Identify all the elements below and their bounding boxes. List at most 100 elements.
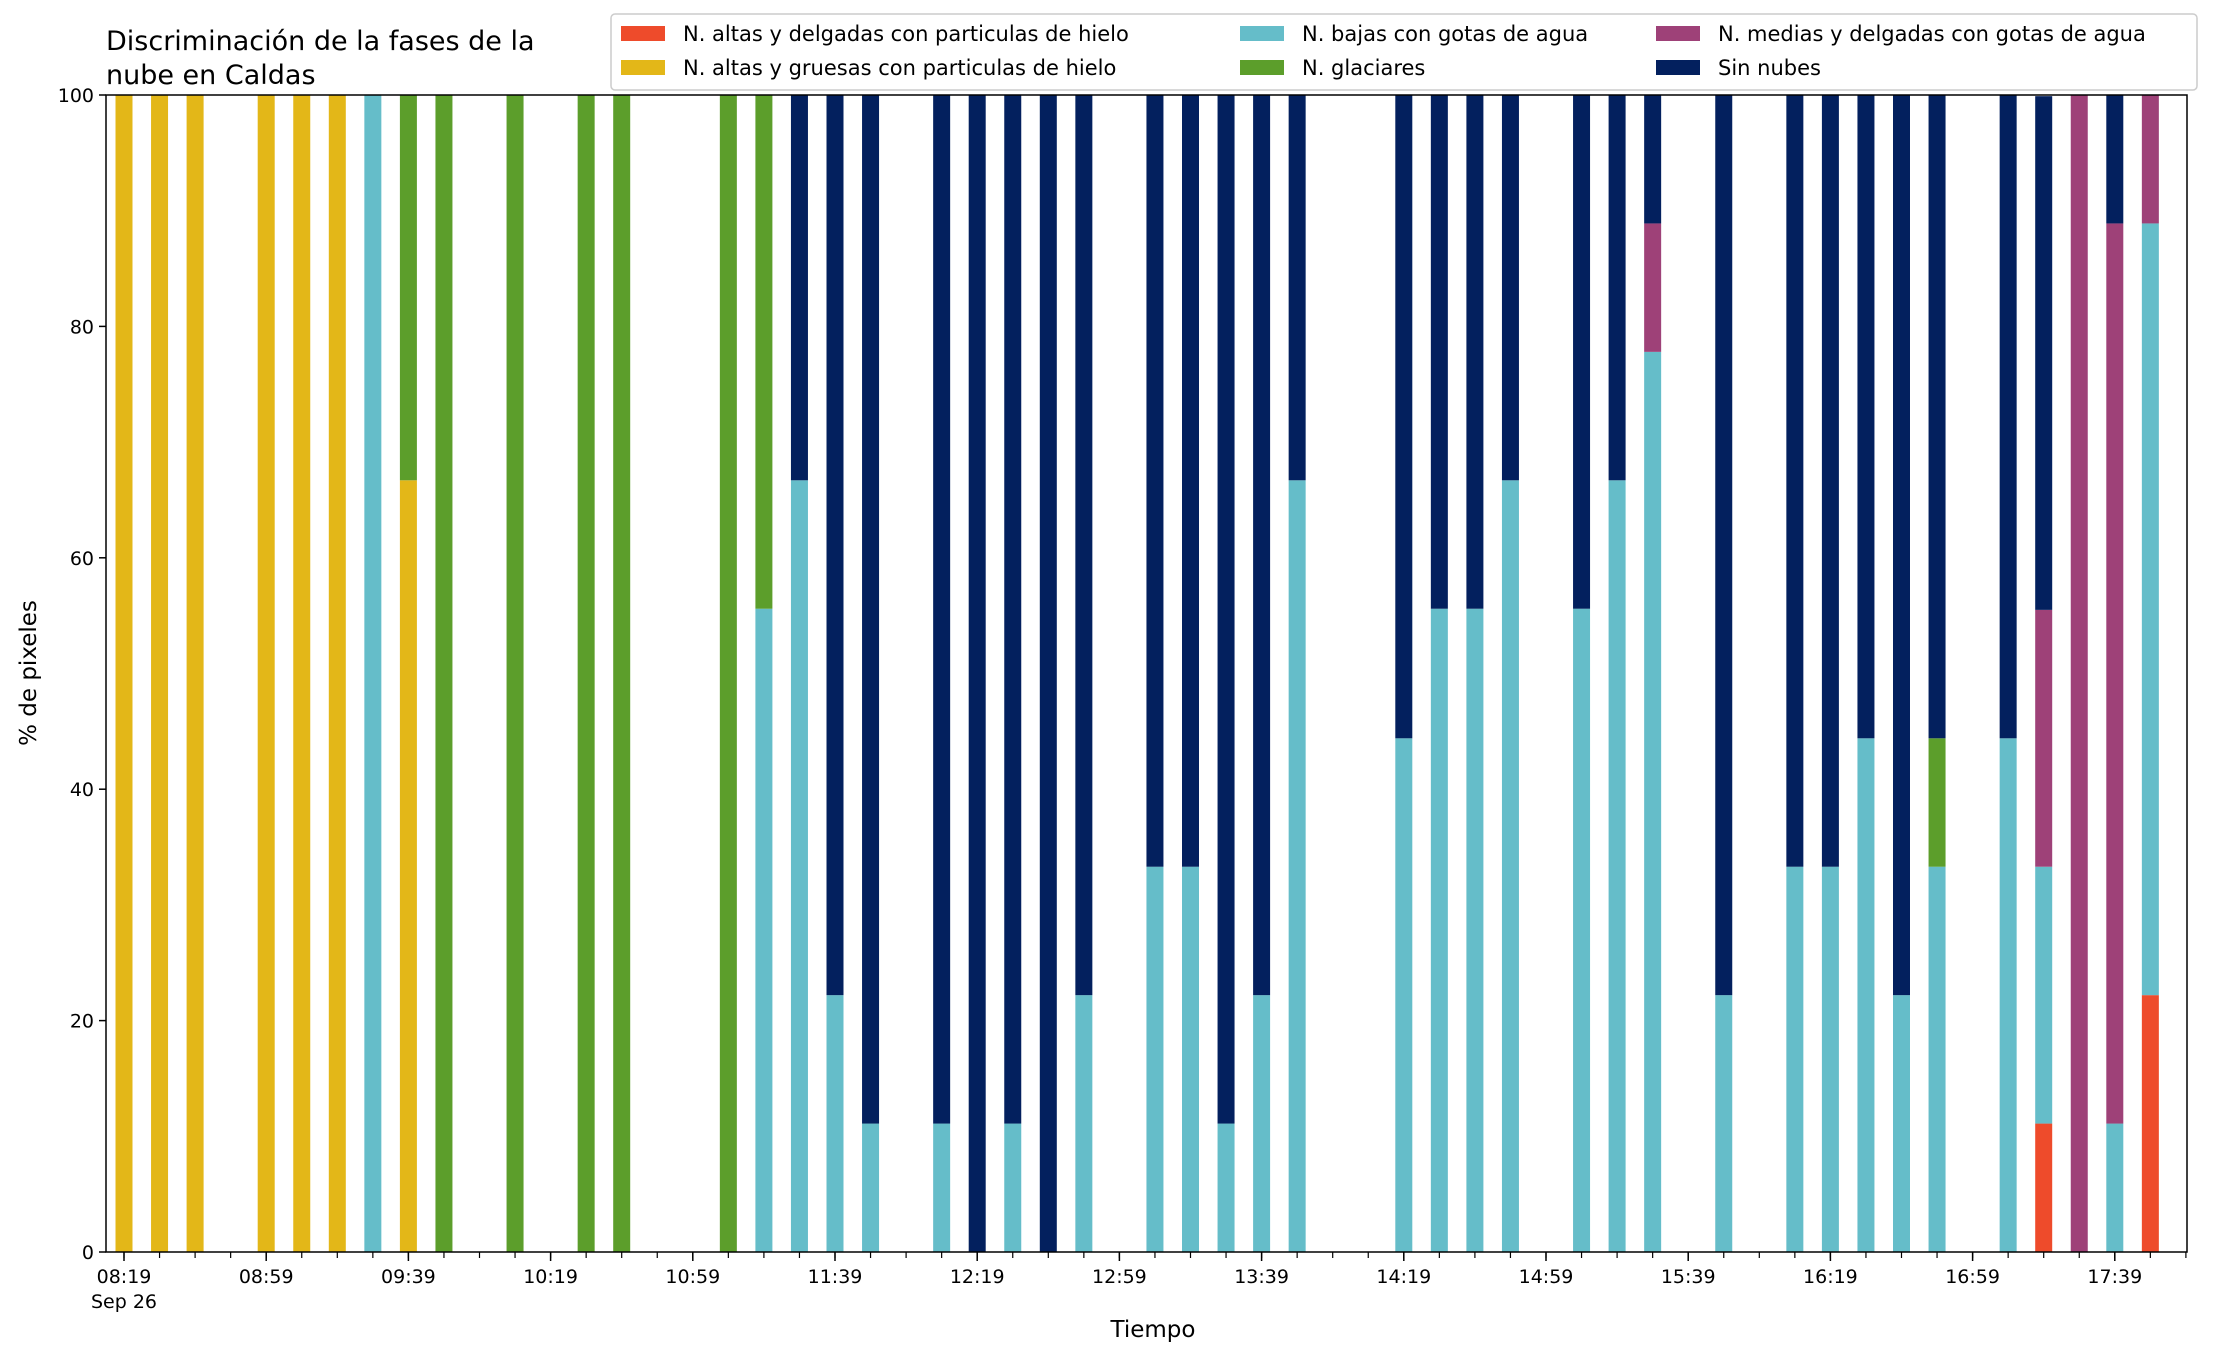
legend-label-3: N. glaciares	[1302, 56, 1425, 80]
bar-segment-1649-series-3	[1928, 738, 1946, 867]
bar-segment-1339-series-2	[1253, 995, 1271, 1252]
bar-segment-1319-series-2	[1182, 866, 1199, 1252]
bar-segment-1449-series-5	[1501, 95, 1519, 481]
bar-segment-0919-series-1	[328, 95, 346, 1252]
bar-segment-1309-series-2	[1146, 866, 1164, 1252]
legend-swatch-5	[1656, 60, 1700, 75]
legend-swatch-1	[621, 60, 665, 75]
bar-segment-1039-series-3	[613, 95, 631, 1252]
y-tick-label-100: 100	[58, 85, 94, 107]
bar-segment-1209-series-5	[933, 95, 951, 1124]
plot-frame	[105, 94, 2188, 1253]
bar-segment-1729-series-4	[2070, 95, 2088, 1252]
bar-segment-0939-series-1	[399, 480, 417, 1252]
x-tick-label-0819: 08:19	[97, 1266, 152, 1288]
bar-segment-1429-series-2	[1430, 608, 1448, 1252]
bar-segment-1119-series-2	[755, 608, 773, 1252]
bar-segment-1119-series-3	[755, 95, 773, 609]
y-axis: 0 20 40 60 80 100	[58, 85, 106, 1264]
bar-segment-1319-series-5	[1182, 95, 1199, 867]
bar-segment-0829-series-1	[151, 95, 169, 1252]
bar-segment-1229-series-5	[1004, 95, 1022, 1124]
bar-segment-1629-series-2	[1857, 738, 1875, 1252]
y-tick-label-80: 80	[70, 316, 94, 338]
bar-segment-0819-series-1	[115, 95, 133, 1252]
bar-segment-1709-series-5	[1999, 95, 2017, 739]
bar-segment-1149-series-2	[862, 1123, 880, 1252]
bar-segment-1609-series-2	[1786, 866, 1804, 1252]
x-tick-sublabel-date: Sep 26	[91, 1291, 157, 1313]
bar-segment-1449-series-2	[1501, 480, 1519, 1252]
bar-segment-1629-series-5	[1857, 95, 1875, 739]
bar-segment-1749-series-4	[2141, 95, 2159, 224]
bar-segment-1509-series-2	[1573, 608, 1591, 1252]
bar-segment-1129-series-5	[790, 95, 808, 481]
chart-title-line-1: Discriminación de la fases de la	[106, 26, 535, 57]
bar-segment-1639-series-2	[1893, 995, 1910, 1252]
bar-segment-1339-series-5	[1253, 95, 1271, 996]
bar-segment-1239-series-5	[1039, 95, 1057, 1252]
x-tick-label-1259: 12:59	[1092, 1266, 1147, 1288]
bar-segment-0949-series-3	[435, 95, 453, 1252]
bar-segment-1509-series-5	[1573, 95, 1591, 609]
bar-segment-1419-series-5	[1395, 95, 1413, 739]
bar-segment-1349-series-2	[1288, 480, 1306, 1252]
legend-label-0: N. altas y delgadas con particulas de hi…	[683, 22, 1129, 46]
bar-segment-1139-series-2	[826, 995, 844, 1252]
bar-segment-1749-series-0	[2141, 995, 2159, 1252]
bar-segment-1619-series-2	[1821, 866, 1839, 1252]
legend-swatch-0	[621, 26, 665, 41]
bar-segment-1009-series-3	[506, 95, 524, 1252]
x-tick-label-1739: 17:39	[2087, 1266, 2142, 1288]
bar-segment-1529-series-5	[1644, 95, 1662, 224]
bar-segment-1649-series-5	[1928, 95, 1946, 739]
y-axis-title: % de pixeles	[16, 600, 42, 746]
x-tick-label-1019: 10:19	[523, 1266, 578, 1288]
bar-segment-0929-series-2	[364, 95, 382, 1252]
x-axis: 08:19 Sep 26 08:59 09:39 10:19 10:59 11:39 12:1…	[91, 1252, 2187, 1313]
legend-label-5: Sin nubes	[1718, 56, 1821, 80]
x-tick-label-1459: 14:59	[1519, 1266, 1574, 1288]
x-tick-label-1659: 16:59	[1945, 1266, 2000, 1288]
x-tick-label-1219: 12:19	[950, 1266, 1005, 1288]
legend-label-4: N. medias y delgadas con gotas de agua	[1718, 22, 2146, 46]
legend: N. altas y delgadas con particulas de hi…	[610, 13, 2198, 91]
bar-segment-1719-series-5	[2035, 96, 2053, 610]
bar-stacks	[115, 95, 2159, 1253]
bar-segment-1309-series-5	[1146, 95, 1164, 867]
chart-title-line-2: nube en Caldas	[106, 60, 316, 91]
legend-swatch-3	[1240, 60, 1284, 75]
bar-segment-1349-series-5	[1288, 95, 1306, 481]
bar-segment-1519-series-2	[1608, 480, 1626, 1252]
bar-segment-0839-series-1	[186, 95, 204, 1252]
bar-segment-1029-series-3	[577, 95, 595, 1252]
bar-segment-1719-series-4	[2035, 609, 2053, 867]
bar-segment-1749-series-2	[2141, 223, 2159, 996]
x-tick-label-0939: 09:39	[381, 1266, 436, 1288]
y-tick-label-0: 0	[82, 1242, 94, 1264]
bar-segment-1249-series-2	[1075, 995, 1093, 1252]
bar-segment-1639-series-5	[1893, 95, 1910, 996]
bar-segment-1649-series-2	[1928, 866, 1946, 1252]
bar-segment-1439-series-5	[1466, 95, 1484, 609]
legend-label-1: N. altas y gruesas con particulas de hie…	[683, 56, 1116, 80]
bar-segment-1529-series-4	[1644, 223, 1662, 352]
bar-segment-1419-series-2	[1395, 738, 1413, 1252]
bar-segment-0939-series-3	[399, 95, 417, 481]
x-tick-label-1339: 13:39	[1234, 1266, 1289, 1288]
legend-swatch-4	[1656, 26, 1700, 41]
bar-segment-1739-series-2	[2106, 1123, 2124, 1252]
x-tick-label-1619: 16:19	[1803, 1266, 1858, 1288]
x-tick-label-1139: 11:39	[808, 1266, 863, 1288]
bar-segment-1149-series-5	[862, 95, 880, 1124]
bar-segment-0859-series-1	[257, 95, 275, 1252]
bar-segment-1439-series-2	[1466, 608, 1484, 1252]
bar-segment-1739-series-5	[2106, 95, 2124, 224]
bar-segment-1139-series-5	[826, 95, 844, 996]
bar-segment-1519-series-5	[1608, 95, 1626, 481]
legend-label-2: N. bajas con gotas de agua	[1302, 22, 1588, 46]
bar-segment-1739-series-4	[2106, 223, 2124, 1124]
bar-segment-1219-series-5	[968, 95, 986, 1252]
x-tick-label-1419: 14:19	[1376, 1266, 1431, 1288]
